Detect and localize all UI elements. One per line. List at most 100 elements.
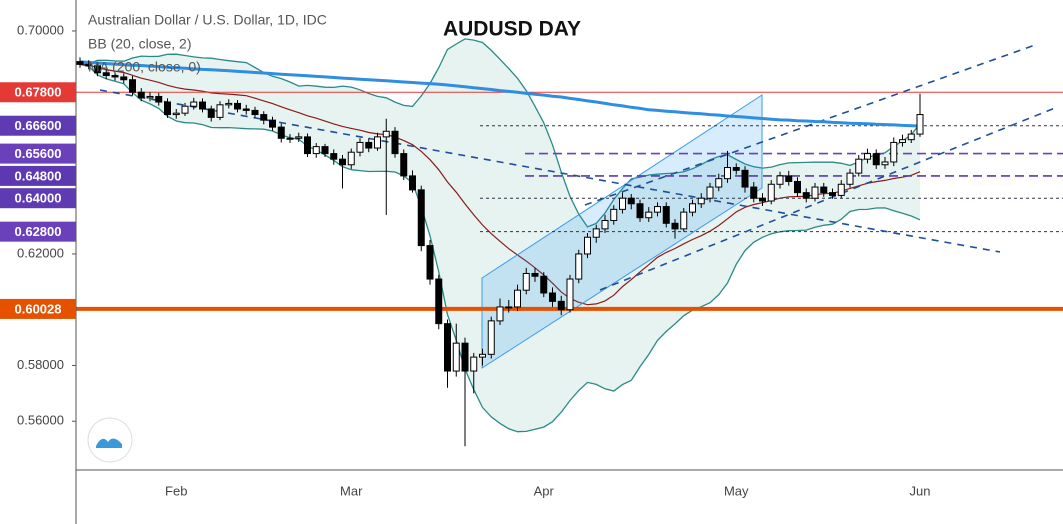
candle-body bbox=[619, 197, 626, 210]
candle-body bbox=[269, 119, 276, 128]
candle-body bbox=[409, 175, 416, 191]
candle-body bbox=[400, 153, 408, 177]
candle-body bbox=[706, 186, 714, 199]
candle-body bbox=[654, 206, 661, 213]
x-tick-label: Feb bbox=[165, 483, 187, 498]
candle-body bbox=[242, 108, 250, 111]
level-label: 0.64800 bbox=[15, 168, 62, 183]
legend-entry: MA (200, close, 0) bbox=[88, 59, 201, 75]
candle-body bbox=[277, 126, 285, 139]
candle-body bbox=[872, 153, 880, 166]
candle-body bbox=[864, 153, 871, 160]
y-tick-label: 0.56000 bbox=[17, 413, 64, 428]
candle-body bbox=[470, 356, 478, 372]
candle-body bbox=[671, 222, 679, 230]
level-label: 0.65600 bbox=[15, 146, 62, 161]
candle-body bbox=[111, 75, 119, 78]
candle-body bbox=[452, 342, 460, 372]
trend-lines bbox=[99, 44, 1056, 291]
candle-body bbox=[321, 146, 329, 155]
candle-body bbox=[627, 197, 635, 205]
candle-body bbox=[881, 161, 889, 166]
level-badge bbox=[0, 221, 76, 242]
candle-body bbox=[680, 211, 688, 230]
candle-body bbox=[295, 136, 303, 139]
candle-body bbox=[190, 101, 198, 107]
candle-body bbox=[776, 175, 784, 185]
candle-body bbox=[645, 211, 653, 219]
candle-body bbox=[374, 136, 381, 149]
candle-body bbox=[155, 95, 163, 103]
candle-body bbox=[330, 153, 338, 160]
candle-body bbox=[347, 151, 355, 166]
candle-body bbox=[435, 278, 443, 325]
candle-body bbox=[522, 272, 530, 291]
candle-body bbox=[899, 139, 906, 143]
candle-body bbox=[382, 130, 390, 138]
candle-body bbox=[592, 228, 600, 238]
x-tick-label: May bbox=[724, 483, 749, 498]
candle-body bbox=[479, 353, 486, 358]
candle-body bbox=[855, 158, 863, 174]
candle-body bbox=[732, 167, 740, 171]
candle-body bbox=[785, 175, 793, 182]
level-label: 0.67800 bbox=[15, 85, 62, 100]
candle-body bbox=[794, 180, 801, 194]
moving-average bbox=[79, 60, 921, 128]
chart-title: AUDUSD DAY bbox=[443, 18, 581, 41]
candle-body bbox=[251, 109, 259, 116]
candle-body bbox=[811, 186, 819, 199]
candle-body bbox=[356, 141, 364, 153]
candle-body bbox=[417, 189, 425, 247]
x-tick-label: Mar bbox=[340, 483, 363, 498]
candle-body bbox=[496, 306, 504, 322]
candle-body bbox=[286, 137, 294, 140]
y-tick-label: 0.62000 bbox=[17, 245, 64, 260]
logo bbox=[87, 417, 133, 463]
candle-body bbox=[557, 300, 565, 311]
candle-body bbox=[575, 253, 583, 280]
candle-body bbox=[741, 169, 749, 188]
x-tick-label: Apr bbox=[534, 483, 555, 498]
candle-body bbox=[164, 101, 171, 116]
bollinger-upper bbox=[79, 38, 921, 228]
candle-body bbox=[339, 158, 346, 166]
candle-body bbox=[120, 76, 128, 81]
candle-body bbox=[846, 172, 854, 185]
ma-layer bbox=[79, 60, 921, 128]
candle-body bbox=[584, 236, 591, 255]
level-badge bbox=[0, 298, 76, 319]
level-badge bbox=[0, 115, 76, 136]
candle-body bbox=[514, 289, 521, 308]
y-tick-label: 0.58000 bbox=[17, 357, 64, 372]
candle-body bbox=[610, 208, 618, 222]
candle-body bbox=[216, 104, 224, 118]
candle-body bbox=[750, 186, 758, 199]
candle-body bbox=[199, 101, 206, 110]
candle-body bbox=[76, 61, 84, 65]
candle-body bbox=[304, 136, 311, 155]
level-badge bbox=[0, 188, 76, 209]
logo-icon bbox=[96, 438, 122, 448]
candle-body bbox=[137, 91, 145, 99]
candle-body bbox=[207, 108, 215, 118]
candle-body bbox=[505, 306, 513, 309]
candle-body bbox=[85, 63, 93, 67]
candle-body bbox=[715, 178, 723, 188]
trend-line bbox=[584, 44, 1036, 206]
symbol-label: Australian Dollar / U.S. Dollar, 1D, IDC bbox=[88, 12, 327, 28]
candle-body bbox=[129, 79, 136, 93]
candle-body bbox=[102, 72, 110, 77]
level-label: 0.60028 bbox=[15, 301, 62, 316]
candle-body bbox=[540, 275, 548, 294]
candle-body bbox=[689, 203, 696, 213]
candle-body bbox=[802, 192, 810, 199]
candle-body bbox=[662, 206, 670, 224]
candle-body bbox=[566, 278, 574, 311]
candle-body bbox=[829, 192, 836, 196]
trend-line bbox=[599, 107, 1056, 291]
candle-body bbox=[260, 114, 268, 121]
candle-body bbox=[365, 141, 373, 149]
level-label: 0.62800 bbox=[15, 224, 62, 239]
